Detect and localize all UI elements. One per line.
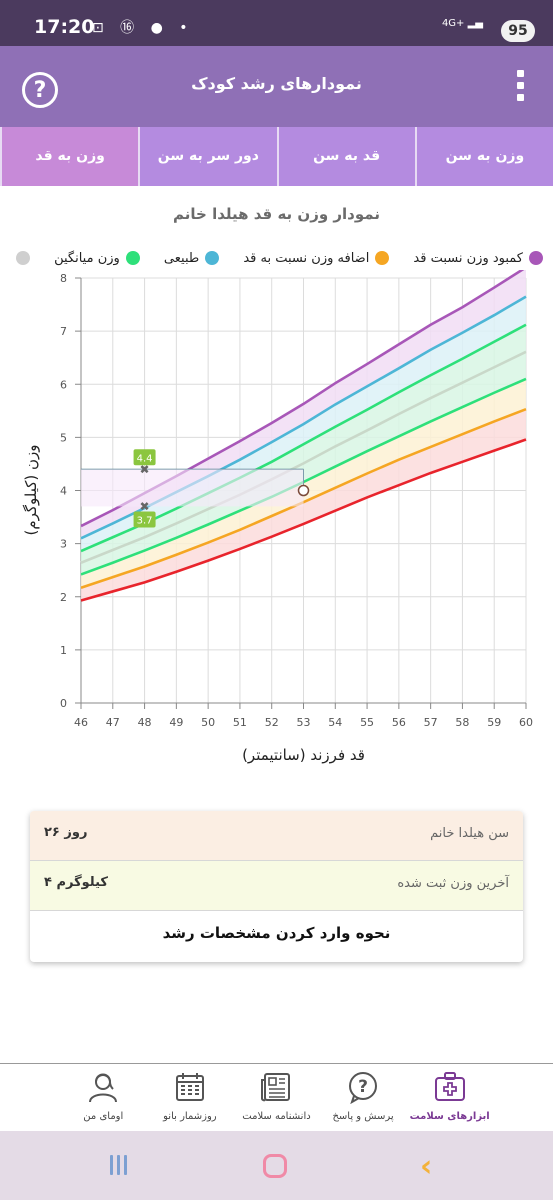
calendar-icon	[175, 1073, 204, 1101]
legend-label: وزن میانگین	[54, 250, 120, 266]
y-tick-label: 5	[60, 431, 67, 444]
x-tick-label: 56	[392, 716, 406, 729]
age-label: سن هیلدا خانم	[430, 826, 509, 841]
tab-weight-for-height[interactable]: وزن به قد	[0, 127, 139, 186]
network-signal-icon: 4G+ ▂▄	[441, 18, 483, 29]
y-tick-label: 4	[60, 485, 67, 498]
home-icon[interactable]	[263, 1154, 287, 1178]
growth-input-help-link[interactable]: نحوه وارد کردن مشخصات رشد	[162, 924, 391, 942]
x-tick-label: 52	[265, 716, 279, 729]
guide-region	[81, 469, 304, 507]
nav-health-tools[interactable]: ابزارهای سلامت	[406, 1064, 493, 1131]
growth-info-card: سن هیلدا خانم ۲۶ روز آخرین وزن ثبت شده ۴…	[30, 811, 523, 962]
legend-dot-green	[125, 251, 140, 265]
nav-encyclopedia[interactable]: دانشنامه سلامت	[233, 1064, 320, 1131]
legend-dot-purple	[529, 251, 543, 265]
battery-icon: 95	[501, 20, 535, 42]
nav-label: دانشنامه سلامت	[242, 1111, 311, 1122]
legend-item: وزن میانگین	[54, 251, 140, 266]
growth-chart: ✖4.4✖3.746 47 48 49 50 51 52 53 54 55 56 57 58 59 6001…	[22, 270, 533, 764]
legend-item: اضافه وزن نسبت به قد	[243, 250, 390, 266]
data-point-marker: ✖	[140, 499, 150, 513]
x-axis-label: قد فرزند (سانتیمتر)	[242, 746, 365, 764]
legend-item	[10, 251, 30, 265]
x-tick-label: 51	[233, 716, 247, 729]
y-tick-label: 0	[60, 697, 67, 710]
last-weight-row: آخرین وزن ثبت شده ۴ کیلوگرم	[30, 861, 523, 911]
legend-item: طبیعی	[163, 250, 220, 266]
legend-label: کمبود وزن نسبت قد	[413, 250, 523, 266]
status-bar: 17:20 ⊡ ⑯ ● • 4G+ ▂▄ 95	[0, 0, 553, 46]
legend-dot-orange	[375, 251, 390, 265]
x-tick-label: 54	[328, 716, 342, 729]
legend-item: کمبود وزن نسبت قد	[413, 251, 543, 266]
chart-title: نمودار وزن به قد هیلدا خانم	[173, 205, 380, 223]
legend-label: طبیعی	[163, 250, 200, 266]
x-tick-label: 47	[106, 716, 120, 729]
last-weight-value: ۴ کیلوگرم	[44, 875, 108, 890]
data-label-bg	[133, 511, 156, 528]
bottom-navigation: ابزارهای سلامت ? پرسش و پاسخ دانشنامه سل…	[0, 1063, 553, 1131]
y-tick-label: 1	[60, 644, 67, 657]
y-tick-label: 2	[60, 591, 67, 604]
notification-icons: ⊡ ⑯ ● •	[92, 20, 194, 36]
nav-calendar[interactable]: روزشمار بانو	[147, 1064, 234, 1131]
nav-label: ابزارهای سلامت	[409, 1111, 490, 1122]
data-label: 4.4	[137, 453, 153, 464]
legend-dot-blue	[205, 251, 220, 265]
nav-questions[interactable]: ? پرسش و پاسخ	[320, 1064, 407, 1131]
chart-band	[81, 351, 526, 575]
age-value: ۲۶ روز	[44, 825, 88, 840]
x-tick-label: 53	[297, 716, 311, 729]
x-tick-label: 55	[360, 716, 374, 729]
newspaper-icon	[261, 1073, 291, 1102]
data-label-bg	[133, 449, 156, 466]
x-tick-label: 46	[74, 716, 88, 729]
x-tick-label: 58	[455, 716, 469, 729]
system-navigation-bar: ‹	[0, 1131, 553, 1200]
svg-text:?: ?	[358, 1077, 368, 1097]
nav-label: اومای من	[83, 1111, 124, 1122]
medical-kit-icon	[434, 1072, 465, 1101]
back-icon[interactable]: ‹	[420, 1149, 433, 1184]
legend-label: اضافه وزن نسبت به قد	[243, 250, 370, 266]
more-vert-icon[interactable]	[515, 70, 525, 106]
age-row: سن هیلدا خانم ۲۶ روز	[30, 811, 523, 861]
recent-apps-icon[interactable]	[110, 1155, 132, 1175]
page-title: نمودارهای رشد کودک	[191, 74, 362, 93]
y-tick-label: 3	[60, 538, 67, 551]
last-weight-label: آخرین وزن ثبت شده	[397, 876, 509, 891]
app-bar: ? نمودارهای رشد کودک	[0, 46, 553, 127]
chart-legend: کمبود وزن نسبت قد اضافه وزن نسبت به قد ط…	[10, 246, 543, 270]
data-label: 3.7	[137, 515, 153, 526]
tab-height-for-age[interactable]: قد به سن	[276, 127, 415, 186]
x-tick-label: 60	[519, 716, 533, 729]
help-icon[interactable]: ?	[22, 72, 58, 108]
nav-label: روزشمار بانو	[163, 1111, 217, 1122]
chart-tabs: وزن به سن قد به سن دور سر به سن وزن به ق…	[0, 127, 553, 186]
legend-dot-gray	[16, 251, 30, 265]
y-axis-label: وزن (کیلوگرم)	[22, 444, 40, 535]
series-line	[80, 350, 527, 564]
x-tick-label: 59	[487, 716, 501, 729]
y-tick-label: 8	[60, 272, 67, 285]
data-point-marker: ✖	[140, 462, 150, 476]
tab-weight-for-age[interactable]: وزن به سن	[414, 127, 553, 186]
question-bubble-icon: ?	[349, 1072, 378, 1105]
nav-my-profile[interactable]: اومای من	[60, 1064, 147, 1131]
x-tick-label: 50	[201, 716, 215, 729]
tab-head-circumference-for-age[interactable]: دور سر به سن	[138, 127, 276, 186]
measurement-point	[297, 484, 310, 497]
status-time: 17:20	[34, 16, 95, 38]
x-tick-label: 48	[138, 716, 152, 729]
profile-icon	[89, 1073, 118, 1103]
y-tick-label: 6	[60, 378, 67, 391]
series-line	[80, 438, 527, 602]
x-tick-label: 57	[424, 716, 438, 729]
y-tick-label: 7	[60, 325, 67, 338]
nav-label: پرسش و پاسخ	[332, 1111, 394, 1122]
x-tick-label: 49	[169, 716, 183, 729]
